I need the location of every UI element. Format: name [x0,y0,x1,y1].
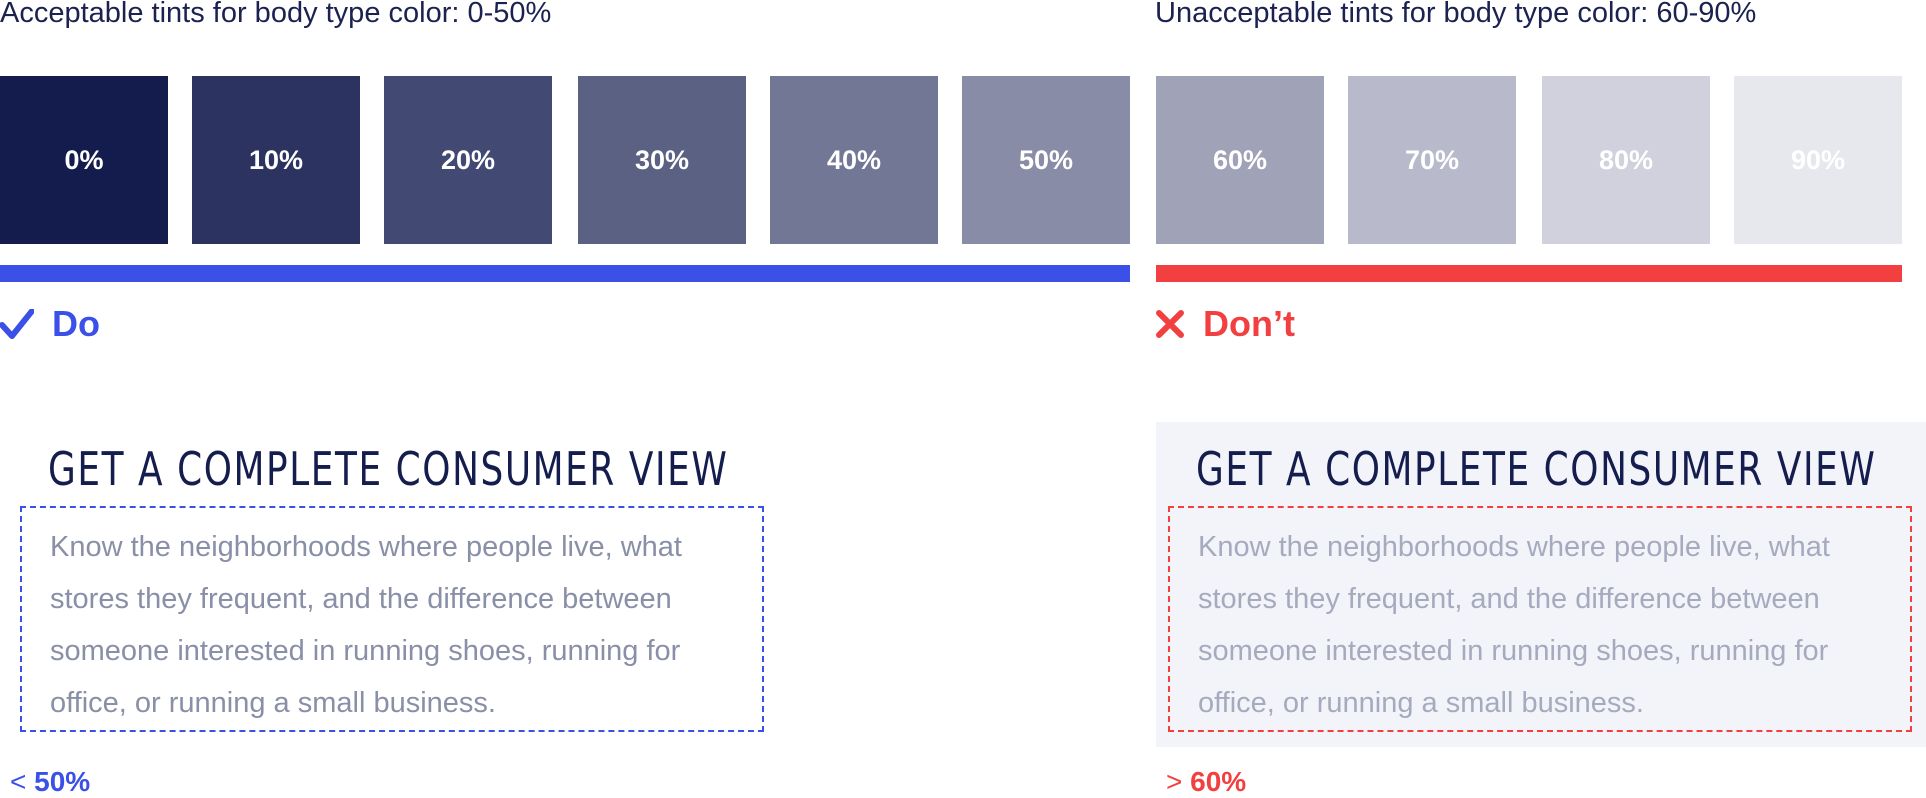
do-tint-limit-value: 50% [34,766,91,797]
card-title: GET A COMPLETE CONSUMER VIEW [1196,442,1877,496]
tint-swatch-label: 50% [1018,144,1074,175]
dont-tint-limit-value: 60% [1190,766,1247,797]
tint-swatch-label: 0% [64,144,104,175]
tint-swatch-label: 90% [1790,144,1846,175]
tint-swatch-label: 10% [248,144,304,175]
dont-example-card: GET A COMPLETE CONSUMER VIEW [1156,422,1926,747]
do-example-card: GET A COMPLETE CONSUMER VIEW [0,422,1130,747]
tint-swatch-10: 10% [192,76,360,244]
do-verdict: Do [0,303,100,345]
card-title: GET A COMPLETE CONSUMER VIEW [48,442,729,496]
tint-swatch-80: 80% [1542,76,1710,244]
tint-swatch-label: 30% [634,144,690,175]
tint-swatch-90: 90% [1734,76,1902,244]
check-icon [0,309,34,339]
tint-swatch-30: 30% [578,76,746,244]
dont-verdict: Don’t [1155,303,1295,345]
dont-label: Don’t [1203,303,1295,344]
dont-tint-limit: > 60% [1166,766,1246,798]
x-icon [1155,309,1185,339]
tint-swatch-label: 80% [1598,144,1654,175]
acceptable-heading: Acceptable tints for body type color: 0-… [0,0,552,29]
do-body-text: Know the neighborhoods where people live… [20,506,764,732]
tint-swatch-50: 50% [962,76,1130,244]
tint-swatch-label: 40% [826,144,882,175]
tint-swatch-label: 20% [440,144,496,175]
do-accent-bar [0,265,1130,282]
tint-swatch-label: 70% [1404,144,1460,175]
dont-tint-limit-operator: > [1166,766,1183,797]
dont-body-text: Know the neighborhoods where people live… [1168,506,1912,732]
tint-swatch-60: 60% [1156,76,1324,244]
tint-swatch-0: 0% [0,76,168,244]
do-tint-limit-operator: < [10,766,27,797]
tint-swatch-20: 20% [384,76,552,244]
tint-swatch-label: 60% [1212,144,1268,175]
tint-swatch-70: 70% [1348,76,1516,244]
tint-swatch-40: 40% [770,76,938,244]
do-tint-limit: < 50% [10,766,90,798]
dont-accent-bar [1156,265,1902,282]
do-label: Do [52,303,100,344]
unacceptable-heading: Unacceptable tints for body type color: … [1155,0,1757,29]
